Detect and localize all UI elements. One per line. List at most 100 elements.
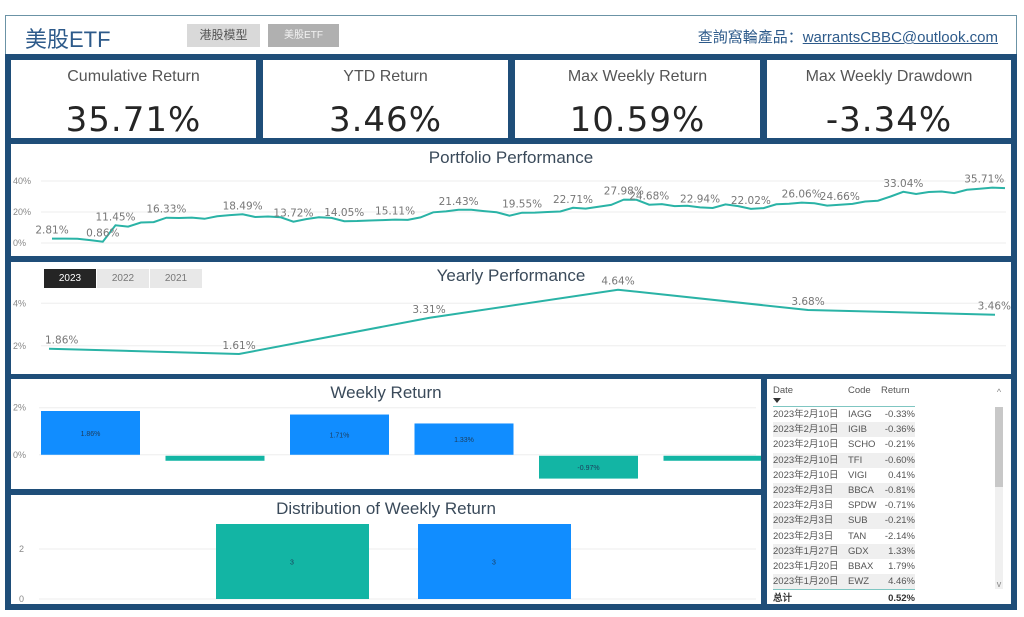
nav-button-hk-model[interactable]: 港股模型 — [187, 24, 260, 47]
cell-date: 2023年2月10日 — [773, 409, 839, 420]
column-header-code[interactable]: Code — [848, 385, 871, 396]
cell-date: 2023年2月3日 — [773, 530, 834, 542]
weekly-bar — [41, 411, 140, 455]
kpi-title: Max Weekly Drawdown — [805, 68, 973, 85]
chart-title: Distribution of Weekly Return — [276, 499, 496, 518]
table-row[interactable]: 2023年2月3日 SPDW -0.71% — [773, 498, 915, 513]
table-row[interactable]: 2023年2月10日 TFI -0.60% — [773, 452, 915, 468]
chart-title: Portfolio Performance — [428, 148, 594, 167]
cell-return: -2.14% — [884, 530, 915, 542]
yearly-performance-panel: Yearly Performance 2023 2022 2021 2% 4% 1.… — [11, 262, 1011, 374]
cell-date: 2023年1月20日 — [773, 576, 839, 588]
dashboard-frame: Cumulative Return 35.71% YTD Return 3.46… — [5, 54, 1017, 610]
y-tick-label: 2% — [13, 341, 26, 351]
cell-date: 2023年2月3日 — [773, 500, 834, 512]
yearly-performance-chart: 2% 4% 1.86% 1.61% 3.31% 4.64% 3.68% 3.46% — [13, 276, 1011, 356]
distribution-chart: 0 2 3 3 — [19, 524, 756, 604]
table-row[interactable]: 2023年2月3日 SUB -0.21% — [773, 513, 915, 529]
bar-label: 1.33% — [454, 437, 474, 444]
cell-date: 2023年1月20日 — [773, 560, 839, 572]
distribution-panel: Distribution of Weekly Return 0 2 3 3 — [11, 495, 761, 604]
year-button-2022[interactable]: 2022 — [97, 269, 149, 288]
bar-label: 1.86% — [81, 431, 101, 438]
cell-return: -0.21% — [884, 439, 915, 451]
scroll-up-icon[interactable]: ^ — [996, 387, 1002, 397]
cell-code: TAN — [848, 530, 867, 542]
data-label: 11.45% — [96, 211, 136, 223]
data-label: 22.71% — [553, 194, 593, 206]
portfolio-line — [52, 186, 1006, 243]
header-bar: 美股ETF 港股模型 美股ETF 查詢窩輪產品：warrantsCBBC@out… — [5, 15, 1017, 54]
scrollbar-thumb[interactable] — [995, 407, 1003, 487]
table-row[interactable]: 2023年2月3日 BBCA -0.81% — [773, 482, 915, 499]
chart-title: Yearly Performance — [436, 266, 586, 285]
distribution-bar-negative — [216, 524, 369, 599]
table-row[interactable]: 2023年1月20日 EWZ 4.46% — [773, 574, 915, 590]
kpi-card-max-weekly-return: Max Weekly Return 10.59% — [515, 60, 760, 140]
cell-code: TFI — [848, 454, 863, 466]
cell-date: 2023年2月10日 — [773, 454, 839, 466]
cell-code: BBAX — [848, 560, 874, 572]
cell-return: 0.41% — [888, 469, 915, 481]
table-row[interactable]: 2023年2月10日 VIGI 0.41% — [773, 468, 915, 483]
nav-button-us-etf[interactable]: 美股ETF — [268, 24, 339, 47]
weekly-return-chart: 0% 2% 1.86% 1.71% 1.33% -0.97% — [13, 403, 761, 479]
cell-code: VIGI — [848, 469, 868, 481]
kpi-value: 35.71% — [65, 100, 202, 140]
table-row[interactable]: 2023年2月3日 TAN -2.14% — [773, 529, 915, 544]
kpi-title: Cumulative Return — [67, 68, 200, 85]
data-label: 3.46% — [978, 301, 1011, 313]
chart-title: Weekly Return — [330, 383, 442, 402]
table-row[interactable]: 2023年1月27日 GDX 1.33% — [773, 543, 915, 559]
y-tick-label: 2 — [19, 544, 24, 554]
data-label: 3.68% — [791, 296, 824, 308]
scroll-down-icon[interactable]: v — [996, 579, 1002, 589]
total-value: 0.52% — [888, 593, 915, 605]
cell-date: 2023年2月10日 — [773, 469, 839, 481]
data-label: 24.68% — [629, 191, 669, 203]
column-header-date-label: Date — [773, 385, 794, 396]
bar-label: 3 — [290, 560, 294, 567]
kpi-title: Max Weekly Return — [567, 68, 708, 85]
column-header-date[interactable]: Date — [773, 385, 846, 406]
data-label: 13.72% — [273, 208, 313, 220]
app-title: 美股ETF — [25, 27, 111, 52]
returns-table-panel: Date Code Return 2023年2月10日 IAGG -0.33% 202… — [767, 379, 1011, 604]
table-body: 2023年2月10日 IAGG -0.33% 2023年2月10日 IGIB -0.36%… — [773, 407, 915, 590]
bar-label: 3 — [492, 560, 496, 567]
yearly-line — [48, 288, 996, 356]
sort-desc-icon — [773, 398, 781, 403]
cell-return: -0.60% — [884, 454, 915, 466]
data-label: 26.06% — [782, 189, 822, 201]
kpi-value: 10.59% — [569, 100, 706, 140]
data-label: 35.71% — [964, 174, 1004, 186]
cell-code: BBCA — [848, 484, 874, 496]
table-row[interactable]: 2023年2月10日 IAGG -0.33% — [773, 407, 915, 422]
contact-email-link[interactable]: warrantsCBBC@outlook.com — [802, 29, 998, 46]
cell-date: 2023年2月10日 — [773, 439, 839, 451]
table-row[interactable]: 2023年2月10日 IGIB -0.36% — [773, 422, 915, 438]
y-tick-label: 40% — [13, 176, 31, 186]
data-label: 1.61% — [222, 340, 255, 352]
cell-code: IAGG — [848, 409, 872, 420]
table-row[interactable]: 2023年1月20日 BBAX 1.79% — [773, 559, 915, 574]
cell-return: 1.79% — [888, 560, 915, 572]
year-button-2023[interactable]: 2023 — [44, 269, 96, 288]
scrollbar-track[interactable] — [995, 407, 1003, 589]
y-tick-label: 2% — [13, 403, 26, 413]
cell-return: -0.71% — [884, 500, 915, 512]
y-tick-label: 0% — [13, 450, 26, 460]
data-label: 15.11% — [375, 206, 415, 218]
data-label: 27.98% — [604, 186, 644, 198]
data-label: 18.49% — [223, 200, 263, 212]
portfolio-performance-panel: Portfolio Performance 0% 20% 40% 2.81% 0.86%… — [11, 144, 1011, 256]
y-tick-label: 4% — [13, 298, 26, 308]
year-button-2021[interactable]: 2021 — [150, 269, 202, 288]
weekly-bar — [539, 455, 638, 479]
table-row[interactable]: 2023年2月10日 SCHO -0.21% — [773, 437, 915, 452]
data-label: 22.02% — [731, 195, 771, 207]
cell-return: -0.33% — [884, 409, 915, 420]
weekly-bar — [165, 455, 265, 461]
cell-code: EWZ — [848, 576, 870, 588]
column-header-return[interactable]: Return — [881, 385, 910, 396]
